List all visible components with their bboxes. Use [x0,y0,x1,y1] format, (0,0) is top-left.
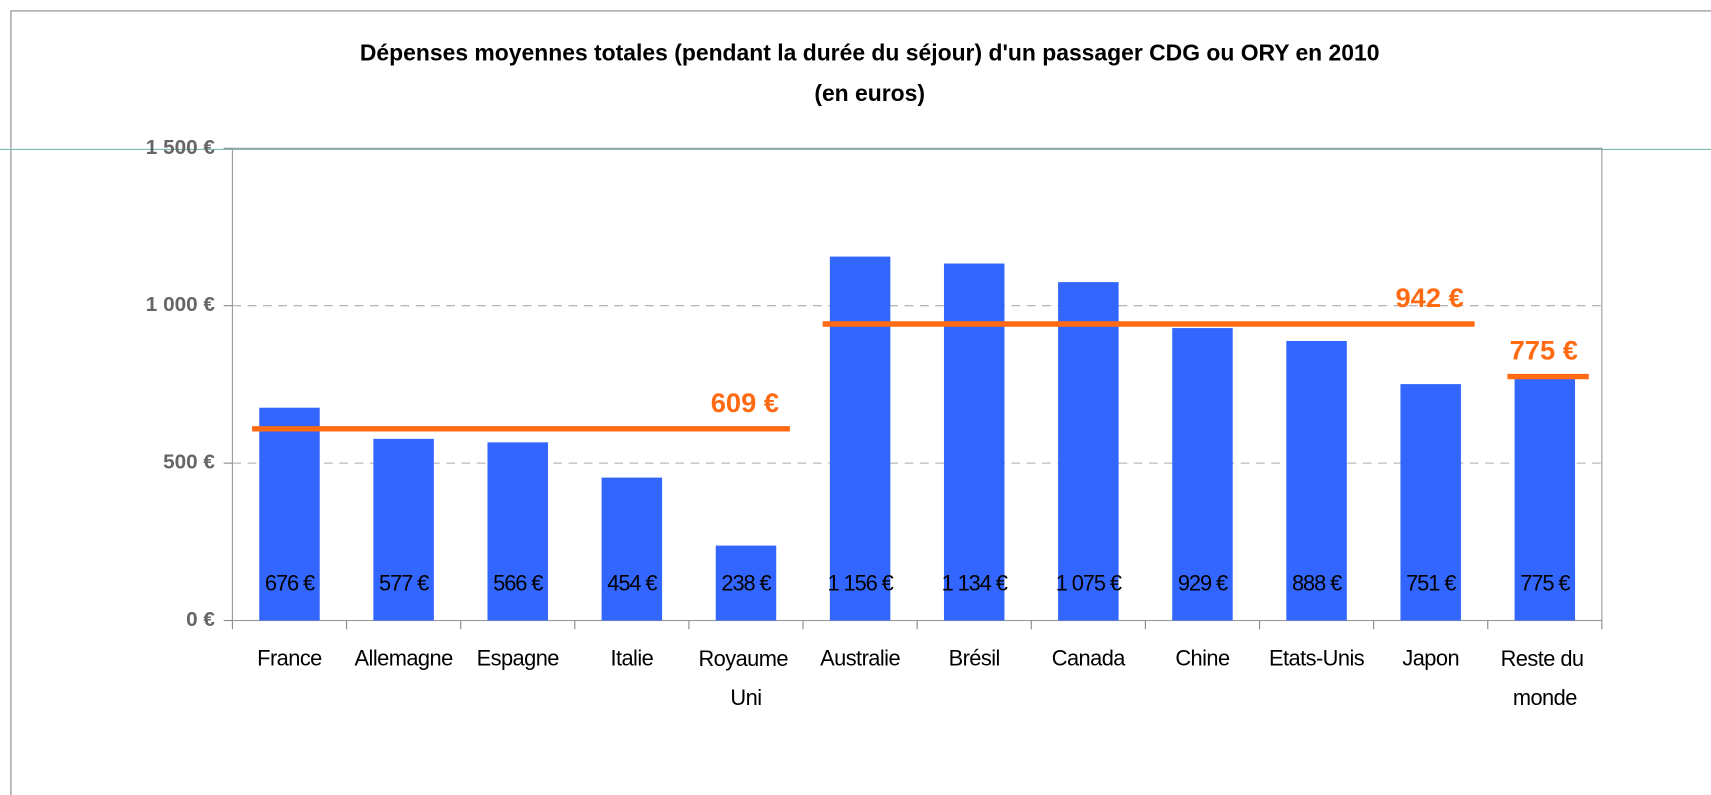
plot-frame [231,147,1603,622]
average-label: 775 € [1510,335,1578,366]
x-tick-label: Brésil [949,646,1000,671]
bar [1058,282,1119,621]
x-tick-label: Espagne [477,646,560,671]
bar [373,438,434,621]
x-tick-label: Etats-Unis [1269,646,1365,671]
bar [943,263,1005,621]
value-label: 888 € [1292,570,1342,595]
x-tick-label: Canada [1052,646,1127,671]
x-tick-label: Japon [1402,646,1459,671]
average-label: 609 € [711,387,779,418]
x-tick-label: Royaume Uni [698,646,793,710]
bar [715,545,777,621]
x-tick-label: Italie [610,646,653,671]
value-label: 577 € [379,570,429,595]
value-label: 1 134 € [942,570,1008,595]
y-tick-label: 500 € [163,451,215,474]
average-label: 942 € [1395,282,1463,313]
chart-frame [10,10,1711,795]
value-label: 751 € [1406,570,1456,595]
value-label: 929 € [1178,570,1228,595]
bar [259,407,320,621]
value-label: 454 € [607,570,657,595]
bar [1514,376,1576,621]
chart-title: Dépenses moyennes totales (pendant la du… [360,40,1380,66]
bar [487,442,548,621]
y-tick-label: 1 500 € [146,136,216,159]
value-label: 676 € [265,570,315,595]
value-label: 1 075 € [1056,570,1122,595]
y-tick-label: 1 000 € [146,293,216,316]
x-tick-label: Allemagne [355,646,454,671]
chart-subtitle: (en euros) [814,80,925,106]
value-label: 775 € [1520,570,1570,595]
bar [1286,340,1347,621]
y-tick-label: 0 € [186,608,215,631]
bar [601,477,663,621]
bar [829,256,891,621]
x-tick-label: Australie [820,646,900,671]
x-tick-label: Chine [1175,646,1230,671]
value-label: 566 € [493,570,543,595]
x-tick-label: France [257,646,322,671]
bar [1400,384,1461,621]
x-tick-label: Reste du monde [1501,646,1589,710]
bar [1172,328,1233,621]
value-label: 1 156 € [828,570,894,595]
value-label: 238 € [721,570,771,595]
